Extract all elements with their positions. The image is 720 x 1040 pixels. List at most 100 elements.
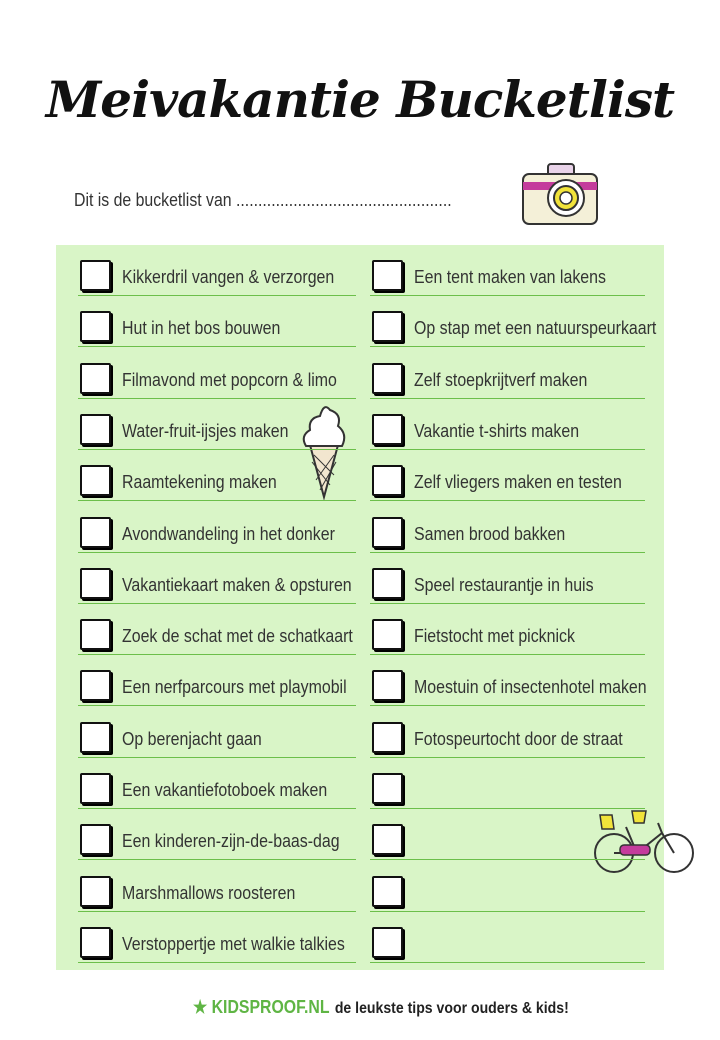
item-label: Een nerfparcours met playmobil	[122, 676, 347, 698]
page-title: Meivakantie Bucketlist	[45, 70, 675, 129]
item-underline	[78, 500, 356, 502]
checklist-item: Zelf vliegers maken en testen	[370, 455, 647, 506]
item-underline	[78, 705, 356, 707]
item-label: Speel restaurantje in huis	[414, 573, 594, 595]
checklist-item: Een kinderen-zijn-de-baas-dag	[78, 814, 358, 865]
item-label: Hut in het bos bouwen	[122, 317, 281, 339]
checkbox[interactable]	[372, 260, 403, 291]
checklist-item: Op berenjacht gaan	[78, 712, 358, 763]
item-label: Een kinderen-zijn-de-baas-dag	[122, 830, 340, 852]
item-underline	[370, 705, 645, 707]
checklist-item: Avondwandeling in het donker	[78, 507, 358, 558]
item-label: Kikkerdril vangen & verzorgen	[122, 266, 335, 287]
checkbox[interactable]	[80, 875, 111, 907]
checklist-item: Een tent maken van lakens	[370, 250, 647, 301]
checkbox[interactable]	[372, 516, 403, 548]
checkbox[interactable]	[372, 413, 403, 445]
checkbox[interactable]	[80, 413, 111, 445]
item-label: Fietstocht met picknick	[414, 625, 575, 647]
item-underline	[370, 654, 645, 656]
item-underline	[370, 602, 645, 604]
item-underline	[78, 808, 356, 809]
item-underline	[78, 295, 356, 296]
checkbox[interactable]	[372, 362, 403, 394]
checklist-item: Verstoppertje met walkie talkies	[78, 917, 358, 968]
item-underline	[370, 859, 645, 861]
checklist-item	[370, 917, 647, 968]
checkbox[interactable]	[80, 721, 111, 753]
item-underline	[370, 808, 645, 809]
checkbox[interactable]	[80, 516, 111, 548]
checklist-item: Water-fruit-ijsjes maken	[78, 404, 358, 455]
item-label: Samen brood bakken	[414, 522, 566, 544]
checklist-item: Fietstocht met picknick	[370, 609, 647, 660]
checkbox[interactable]	[80, 362, 111, 394]
item-underline	[370, 448, 645, 450]
checkbox[interactable]	[372, 875, 403, 907]
checkbox[interactable]	[80, 567, 111, 599]
owner-line: Dit is de bucketlist van ...............…	[74, 190, 452, 210]
item-underline	[370, 500, 645, 502]
item-underline	[78, 859, 356, 861]
item-label: Vakantiekaart maken & opsturen	[122, 573, 352, 595]
checkbox[interactable]	[80, 824, 111, 856]
checklist-item: Samen brood bakken	[370, 507, 647, 558]
checkbox[interactable]	[372, 773, 403, 804]
checkbox[interactable]	[372, 567, 403, 599]
checkbox[interactable]	[80, 926, 111, 958]
checklist-item: Vakantiekaart maken & opsturen	[78, 558, 358, 609]
checklist-item: Vakantie t-shirts maken	[370, 404, 647, 455]
item-label: Raamtekening maken	[122, 471, 277, 493]
checklist-item: Zelf stoepkrijtverf maken	[370, 353, 647, 404]
checkbox[interactable]	[80, 311, 111, 343]
checkbox[interactable]	[372, 824, 403, 856]
checklist-item: Kikkerdril vangen & verzorgen	[78, 250, 358, 301]
checkbox[interactable]	[80, 260, 111, 291]
checklist-item: Moestuin of insectenhotel maken	[370, 660, 647, 711]
item-underline	[370, 910, 645, 912]
item-label: Marshmallows roosteren	[122, 881, 296, 903]
item-label: Vakantie t-shirts maken	[414, 419, 580, 441]
item-underline	[78, 654, 356, 656]
checkbox[interactable]	[372, 721, 403, 753]
ice-cream-icon	[302, 406, 346, 500]
item-underline	[370, 551, 645, 553]
item-label: Fotospeurtocht door de straat	[414, 727, 623, 749]
item-underline	[78, 756, 356, 758]
item-underline	[370, 397, 645, 399]
item-label: Op berenjacht gaan	[122, 727, 262, 749]
checklist-item: Een vakantiefotoboek maken	[78, 763, 358, 814]
item-underline	[370, 346, 645, 348]
checklist-item	[370, 814, 647, 865]
bicycle-icon	[594, 810, 694, 873]
item-underline	[78, 602, 356, 604]
checklist-item: Filmavond met popcorn & limo	[78, 353, 358, 404]
item-label: Op stap met een natuurspeurkaart	[414, 317, 657, 339]
checkbox[interactable]	[372, 670, 403, 702]
checklist-item: Marshmallows roosteren	[78, 866, 358, 917]
item-label: Een vakantiefotoboek maken	[122, 779, 328, 800]
checkbox[interactable]	[372, 926, 403, 958]
item-underline	[370, 756, 645, 758]
checkbox[interactable]	[80, 465, 111, 497]
item-label: Zelf stoepkrijtverf maken	[414, 368, 588, 390]
item-label: Water-fruit-ijsjes maken	[122, 419, 289, 441]
tagline: de leukste tips voor ouders & kids!	[334, 1000, 569, 1017]
checkbox[interactable]	[372, 465, 403, 497]
item-label: Avondwandeling in het donker	[122, 522, 335, 544]
checkbox[interactable]	[80, 773, 111, 804]
star-icon: ★	[193, 997, 212, 1017]
item-underline	[78, 346, 356, 348]
item-label: Moestuin of insectenhotel maken	[414, 676, 647, 698]
checkbox[interactable]	[80, 619, 111, 651]
checklist-item: Raamtekening maken	[78, 455, 358, 506]
item-underline	[78, 397, 356, 399]
brand-link[interactable]: KIDSPROOF.NL	[211, 997, 330, 1017]
checkbox[interactable]	[372, 619, 403, 651]
item-label: Filmavond met popcorn & limo	[122, 368, 337, 390]
checkbox[interactable]	[372, 311, 403, 343]
checkbox[interactable]	[80, 670, 111, 702]
item-underline	[78, 910, 356, 912]
item-underline	[78, 961, 356, 963]
item-label: Zoek de schat met de schatkaart	[122, 625, 353, 647]
